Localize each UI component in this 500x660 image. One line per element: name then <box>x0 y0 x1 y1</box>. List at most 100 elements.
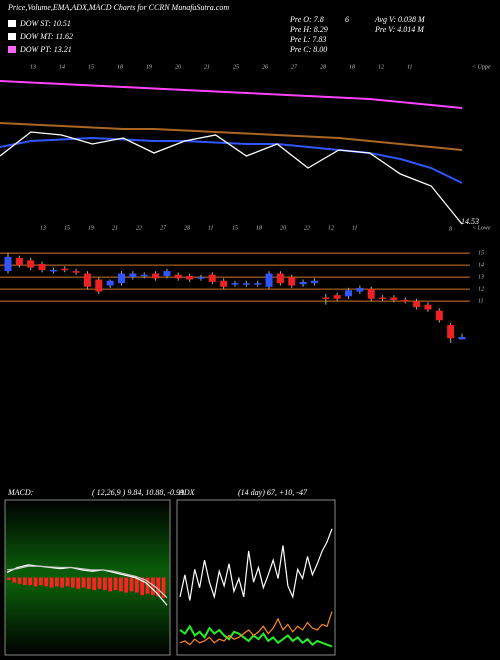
macd-title: MACD: <box>7 488 34 497</box>
date-label: 19 <box>88 225 94 231</box>
histogram-bar <box>97 577 102 589</box>
mark-label: 8 <box>449 226 452 232</box>
legend-label: DOW MT: 11.62 <box>19 32 73 41</box>
date-label: 21 <box>112 225 118 231</box>
legend-label: DOW PT: 13.21 <box>19 45 72 54</box>
date-label: 14 <box>59 63 65 70</box>
note: < Lowe <box>472 225 491 231</box>
date-label: 28 <box>320 64 326 70</box>
histogram-bar <box>39 577 43 586</box>
candle-body <box>447 325 455 339</box>
candle-body <box>118 273 125 284</box>
candle-body <box>458 337 466 340</box>
candle-body <box>288 277 296 286</box>
y-tick-label: 14 <box>478 262 484 269</box>
date-label: 11 <box>352 225 358 231</box>
date-label: 26 <box>262 64 268 70</box>
date-label: 21 <box>204 64 210 70</box>
adx-line <box>179 624 333 648</box>
candle-body <box>367 289 375 299</box>
candle-body <box>379 297 387 300</box>
stat: Pre O: 7.8 <box>289 15 324 24</box>
histogram-bar <box>156 577 161 597</box>
histogram-bar <box>129 577 134 592</box>
date-label: 27 <box>160 225 167 231</box>
date-label: 27 <box>291 64 298 70</box>
date-label: 12 <box>328 225 334 231</box>
candle-body <box>435 310 443 321</box>
candle-body <box>413 301 421 308</box>
histogram-bar <box>76 577 81 589</box>
title: Price,Volume,EMA,ADX,MACD Charts for CCR… <box>7 3 229 12</box>
candle-body <box>95 279 103 292</box>
histogram-bar <box>7 577 11 581</box>
date-label: 11 <box>407 64 413 70</box>
macd-params: ( 12,26,9 ) 9.84, 10.88, -0.99 <box>92 488 184 497</box>
date-label: 12 <box>378 64 384 70</box>
candle-body <box>4 256 12 272</box>
ema-line <box>0 136 463 184</box>
stat: Pre L: 7.83 <box>289 35 326 44</box>
candle-body <box>401 299 409 302</box>
last-label: 14.53 <box>461 217 479 226</box>
date-label: 25 <box>233 64 239 70</box>
histogram-bar <box>161 577 166 598</box>
date-label: 22 <box>304 225 310 231</box>
histogram-bar <box>87 577 91 589</box>
legend-swatch <box>8 46 16 53</box>
candle-body <box>299 281 307 285</box>
y-tick-label: 11 <box>478 298 484 304</box>
histogram-bar <box>151 577 155 596</box>
candle-body <box>174 274 182 279</box>
macd-line <box>6 565 168 599</box>
candle-body <box>61 268 69 271</box>
candle-body <box>49 269 57 272</box>
date-label: 15 <box>88 64 94 70</box>
stat: Avg V: 0.038 M <box>374 15 426 24</box>
candle-body <box>310 280 318 284</box>
y-tick-label: 15 <box>478 251 484 257</box>
candle-body <box>322 297 330 300</box>
histogram-bar <box>55 577 59 587</box>
histogram-bar <box>103 577 107 591</box>
histogram-bar <box>119 577 123 592</box>
candle-body <box>220 280 228 287</box>
date-label: 28 <box>184 225 190 231</box>
histogram-bar <box>28 577 33 586</box>
histogram-bar <box>23 577 27 586</box>
note: < Uppe <box>472 64 491 70</box>
adx-params: (14 day) 67, +10, -47 <box>238 488 308 497</box>
date-label: 18 <box>349 64 355 70</box>
stat: Pre C: 8.00 <box>289 45 327 54</box>
candle-body <box>197 277 205 279</box>
candle-body <box>83 273 91 287</box>
candle-body <box>231 283 239 285</box>
histogram-bar <box>17 577 22 584</box>
stat: Pre H: 8.29 <box>289 25 328 34</box>
histogram-bar <box>12 577 17 583</box>
candle-body <box>129 273 137 278</box>
y-tick-label: 13 <box>478 275 484 281</box>
histogram-bar <box>81 577 86 588</box>
candle-body <box>333 295 341 299</box>
date-label: 22 <box>136 225 142 231</box>
adx-line <box>179 611 333 646</box>
candle-body <box>38 263 46 270</box>
candle-body <box>356 287 364 292</box>
candle-body <box>27 260 35 268</box>
histogram-bar <box>145 577 150 594</box>
histogram-bar <box>33 577 38 587</box>
ema-line <box>0 131 463 225</box>
candle-body <box>242 283 250 285</box>
date-label: 18 <box>256 225 262 231</box>
candle-body <box>106 280 114 286</box>
candle-body <box>208 274 216 282</box>
histogram-bar <box>49 577 54 588</box>
histogram-bar <box>65 577 70 587</box>
legend-swatch <box>8 20 16 27</box>
candle-body <box>265 273 273 287</box>
date-label: 19 <box>146 64 152 70</box>
histogram-bar <box>92 577 97 591</box>
histogram-bar <box>44 577 49 587</box>
